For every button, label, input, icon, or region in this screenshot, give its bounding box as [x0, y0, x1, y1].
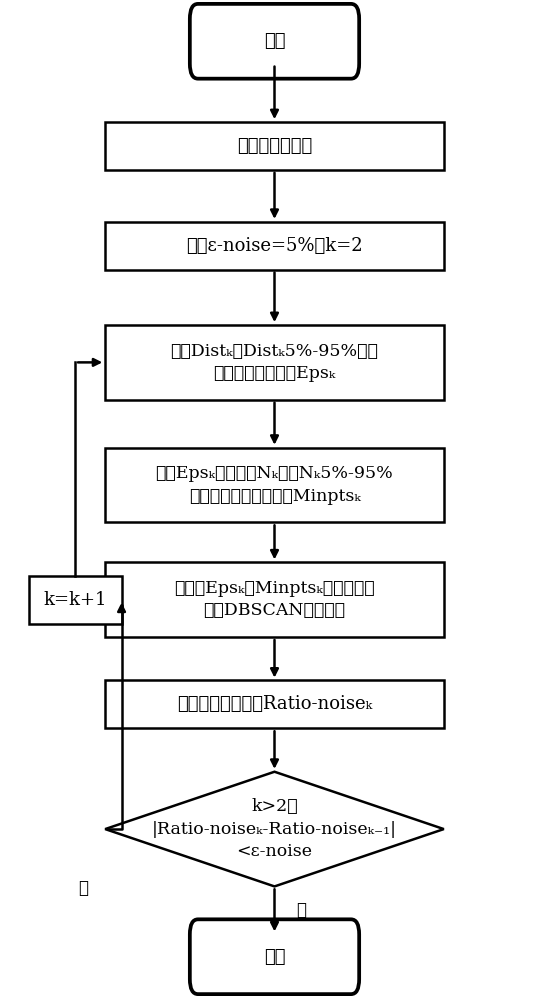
- Text: 结束: 结束: [264, 948, 285, 966]
- Bar: [105, 448, 444, 522]
- Text: k=k+1: k=k+1: [43, 591, 107, 609]
- Bar: [105, 122, 444, 170]
- Text: 开始: 开始: [264, 32, 285, 50]
- Bar: [105, 562, 444, 637]
- Text: 数据标准化处理: 数据标准化处理: [237, 137, 312, 155]
- Bar: [29, 576, 121, 624]
- Text: 计算噪声数据占比Ratio-noiseₖ: 计算噪声数据占比Ratio-noiseₖ: [177, 695, 372, 713]
- Text: 计算Distₖ及Distₖ5%-95%概率
范围内的元素均值Epsₖ: 计算Distₖ及Distₖ5%-95%概率 范围内的元素均值Epsₖ: [171, 343, 378, 382]
- Text: 设定ε-noise=5%，k=2: 设定ε-noise=5%，k=2: [186, 237, 363, 255]
- Text: 以参数Epsₖ，Minptsₖ对数据样本
进行DBSCAN聚类处理: 以参数Epsₖ，Minptsₖ对数据样本 进行DBSCAN聚类处理: [174, 580, 375, 619]
- FancyBboxPatch shape: [190, 4, 359, 79]
- Text: 计算Epsₖ邻域集合Nₖ，及Nₖ5%-95%
概率范围内的元素均值Minptsₖ: 计算Epsₖ邻域集合Nₖ，及Nₖ5%-95% 概率范围内的元素均值Minptsₖ: [155, 465, 394, 505]
- Text: k>2且
|Ratio-noiseₖ-Ratio-noiseₖ₋₁|
<ε-noise: k>2且 |Ratio-noiseₖ-Ratio-noiseₖ₋₁| <ε-no…: [152, 798, 397, 860]
- Text: 是: 是: [296, 902, 306, 919]
- Polygon shape: [105, 772, 444, 886]
- FancyBboxPatch shape: [190, 919, 359, 994]
- Bar: [105, 680, 444, 728]
- Text: 否: 否: [79, 880, 88, 897]
- Bar: [105, 222, 444, 270]
- Bar: [105, 325, 444, 400]
